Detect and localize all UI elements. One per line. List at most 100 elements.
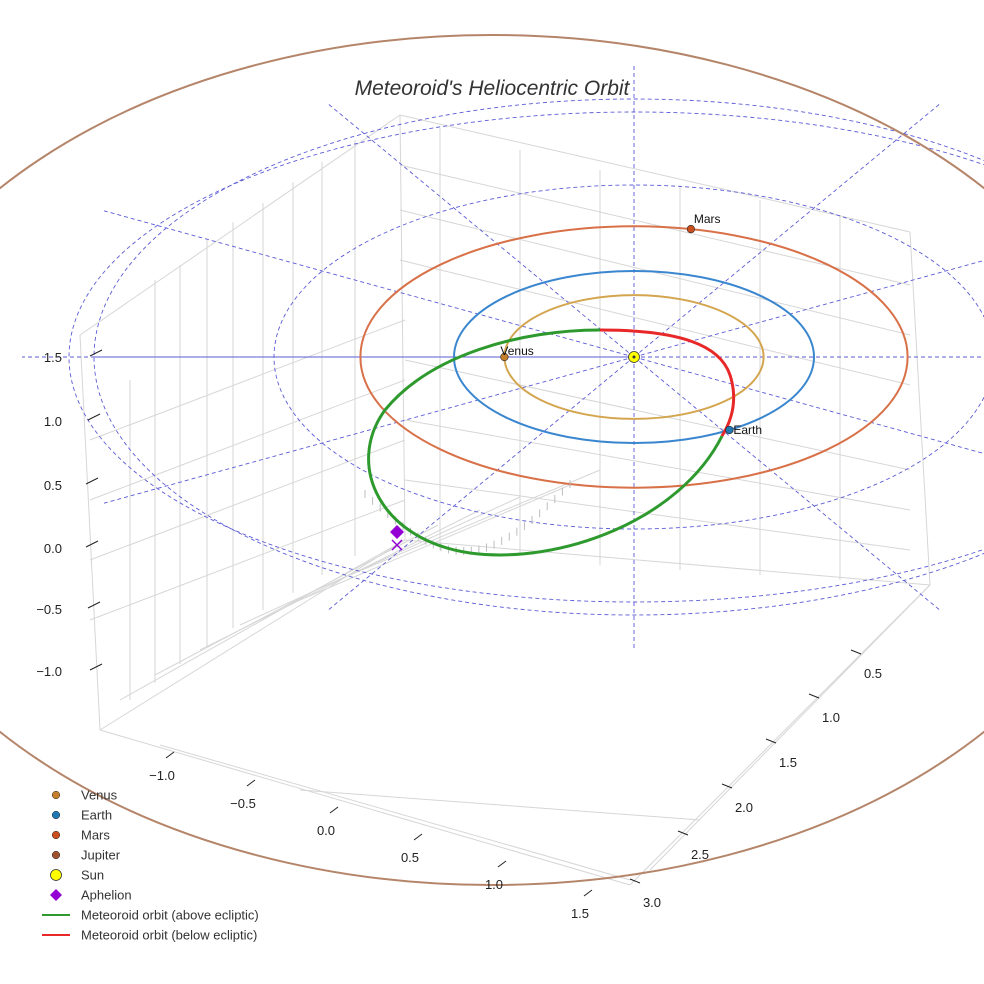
x-tick — [583, 889, 593, 897]
y-tick — [765, 738, 777, 744]
y-tick — [677, 830, 689, 836]
x-tick — [413, 833, 423, 841]
reference-spoke — [633, 103, 941, 358]
grid-line — [649, 584, 931, 871]
legend-label: Venus — [81, 788, 118, 803]
z-tick-label: −0.5 — [36, 602, 62, 617]
grid-line — [349, 469, 601, 576]
x-tick-label: 1.0 — [485, 877, 503, 892]
y-tick — [808, 693, 820, 699]
x-tick — [165, 751, 175, 759]
z-tick-label: −1.0 — [36, 664, 62, 679]
legend-label: Aphelion — [81, 888, 132, 903]
earth-orbit — [453, 270, 815, 444]
legend-symbol — [51, 830, 61, 840]
aphelion-projection-marker — [391, 539, 403, 551]
y-tick-label: 0.5 — [864, 666, 882, 681]
ecliptic-reference-grid — [22, 64, 984, 650]
mars-label: Mars — [694, 212, 721, 226]
legend-symbol — [51, 790, 61, 800]
grid-line — [404, 359, 911, 471]
celestial-bodies: Venus Earth Mars — [390, 212, 762, 551]
grid-line — [154, 524, 439, 676]
legend-symbol — [51, 810, 61, 820]
grid-line — [159, 744, 631, 881]
grid-line — [404, 419, 911, 511]
z-tick-label: 0.5 — [44, 478, 62, 493]
x-tick-label: 0.5 — [401, 850, 419, 865]
venus-label: Venus — [500, 344, 533, 358]
earth-label: Earth — [733, 423, 762, 437]
sun-center — [632, 355, 636, 359]
x-tick — [497, 860, 507, 868]
legend-label: Jupiter — [81, 848, 121, 863]
grid-line — [909, 231, 931, 586]
planet-orbits — [0, 34, 984, 886]
reference-spoke — [633, 356, 941, 611]
z-tick — [85, 477, 99, 485]
x-tick — [246, 779, 256, 787]
mars-orbit — [359, 225, 909, 489]
grid-line — [404, 539, 931, 586]
earth-marker — [725, 425, 734, 435]
y-tick — [721, 783, 733, 789]
z-tick — [89, 663, 103, 671]
y-tick-label: 3.0 — [643, 895, 661, 910]
y-tick — [850, 649, 862, 655]
legend-symbol — [50, 889, 62, 901]
z-tick-label: 1.5 — [44, 350, 62, 365]
grid-line — [119, 539, 406, 701]
jupiter-orbit — [0, 34, 984, 886]
meteoroid-orbit-below — [599, 328, 736, 437]
meteoroid-orbit — [364, 328, 736, 557]
legend: Venus Earth Mars Jupiter Sun Aphelion Meteoroi… — [42, 788, 259, 943]
y-tick-label: 1.5 — [779, 755, 797, 770]
grid-line — [99, 539, 406, 731]
chart-title: Meteoroid's Heliocentric Orbit — [355, 77, 631, 100]
y-tick-label: 2.5 — [691, 847, 709, 862]
grid-line — [404, 479, 911, 551]
reference-spoke — [327, 356, 635, 611]
grid-line — [399, 259, 911, 386]
z-tick — [87, 413, 101, 421]
grid-line — [89, 319, 406, 441]
grid-line — [89, 499, 406, 621]
reference-spoke — [103, 356, 635, 504]
legend-label: Mars — [81, 828, 110, 843]
grid-line — [79, 114, 401, 336]
venus-marker — [500, 352, 509, 362]
x-tick-label: −1.0 — [149, 768, 175, 783]
grid-line — [239, 496, 521, 626]
legend-symbol — [51, 850, 61, 860]
x-tick-label: 1.5 — [571, 906, 589, 921]
grid-line — [89, 439, 406, 561]
meteoroid-orbit-above — [367, 328, 724, 557]
legend-label: Earth — [81, 808, 112, 823]
grid-line — [399, 114, 911, 233]
grid-line — [79, 334, 101, 731]
x-tick — [329, 806, 339, 814]
z-tick-label: 1.0 — [44, 414, 62, 429]
legend-label: Sun — [81, 868, 104, 883]
axes-box-grid — [79, 114, 931, 886]
legend-symbol — [50, 869, 62, 881]
x-tick-label: 0.0 — [317, 823, 335, 838]
grid-line — [399, 114, 406, 541]
axis-ticks: 1.5 1.0 0.5 0.0 −0.5 −1.0 −1.0 −0.5 0.0 0.5 1.0 1.5… — [36, 349, 882, 921]
y-tick-label: 2.0 — [735, 800, 753, 815]
aphelion-marker — [390, 525, 404, 539]
z-tick-label: 0.0 — [44, 541, 62, 556]
grid-line — [299, 789, 701, 821]
grid-line — [89, 379, 406, 501]
reference-spoke — [327, 103, 635, 358]
grid-line — [199, 509, 481, 651]
reference-spoke — [633, 259, 984, 358]
y-tick-label: 1.0 — [822, 710, 840, 725]
y-tick — [629, 878, 641, 884]
reference-spoke — [633, 356, 984, 455]
z-tick — [87, 601, 101, 609]
x-tick-label: −0.5 — [230, 796, 256, 811]
z-tick — [85, 540, 99, 548]
legend-label: Meteoroid orbit (below ecliptic) — [81, 928, 257, 943]
